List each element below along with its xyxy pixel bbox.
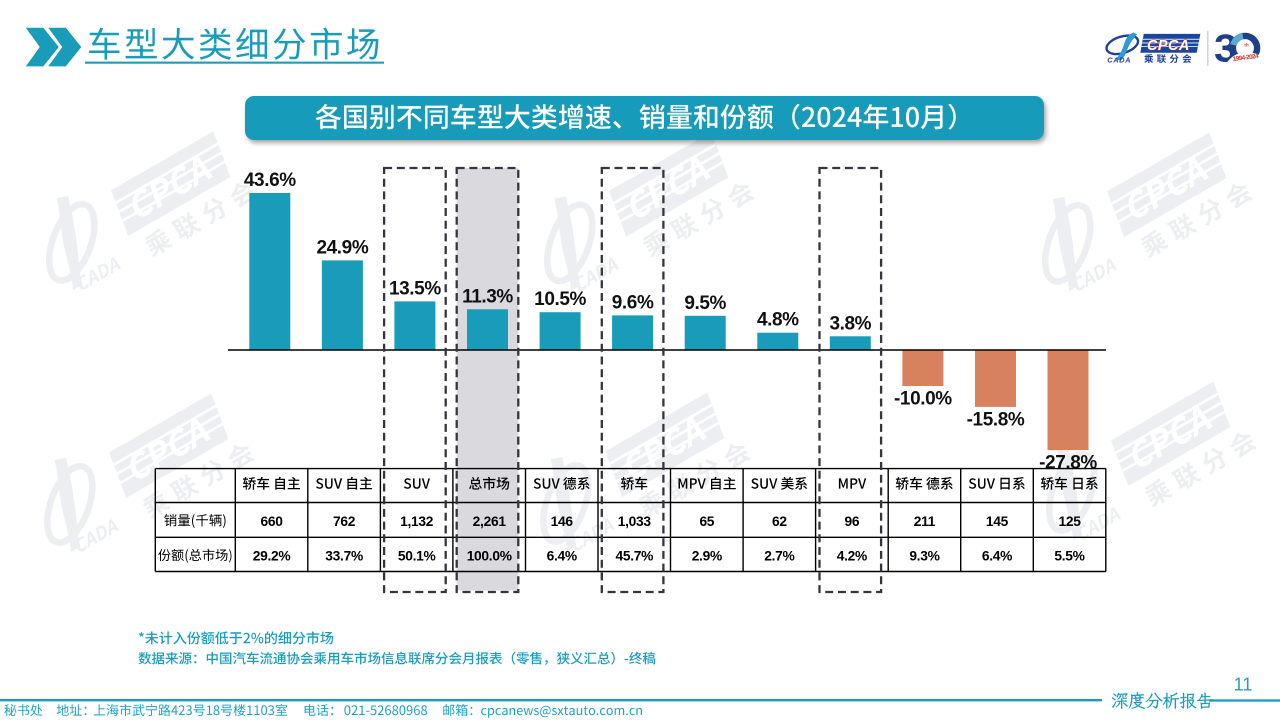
svg-text:50.1%: 50.1% xyxy=(398,548,436,563)
svg-text:96: 96 xyxy=(845,514,860,529)
svg-text:146: 146 xyxy=(551,514,574,529)
svg-text:11.3%: 11.3% xyxy=(462,286,513,307)
svg-text:43.6%: 43.6% xyxy=(244,170,296,191)
svg-text:4.2%: 4.2% xyxy=(837,548,867,563)
svg-text:-15.8%: -15.8% xyxy=(967,409,1025,430)
svg-text:9.3%: 9.3% xyxy=(909,548,939,563)
svg-text:9.5%: 9.5% xyxy=(684,293,726,314)
svg-text:2.7%: 2.7% xyxy=(764,548,794,563)
svg-text:660: 660 xyxy=(261,514,284,529)
svg-text:CPCA: CPCA xyxy=(1147,38,1190,54)
svg-text:45.7%: 45.7% xyxy=(615,548,653,563)
svg-text:33.7%: 33.7% xyxy=(325,548,363,563)
svg-text:2,261: 2,261 xyxy=(473,514,507,529)
svg-text:6.4%: 6.4% xyxy=(982,548,1012,563)
svg-text:th: th xyxy=(1244,43,1249,48)
svg-text:1,132: 1,132 xyxy=(400,514,434,529)
svg-text:100.0%: 100.0% xyxy=(467,548,512,563)
svg-text:6.4%: 6.4% xyxy=(547,548,577,563)
svg-text:CADA: CADA xyxy=(1107,55,1131,64)
svg-text:-27.8%: -27.8% xyxy=(1039,453,1097,474)
svg-text:4.8%: 4.8% xyxy=(757,310,799,331)
svg-text:-10.0%: -10.0% xyxy=(894,389,952,410)
svg-text:125: 125 xyxy=(1058,514,1081,529)
svg-text:3.8%: 3.8% xyxy=(829,313,871,334)
svg-text:10.5%: 10.5% xyxy=(534,289,586,310)
svg-text:762: 762 xyxy=(333,514,356,529)
svg-text:9.6%: 9.6% xyxy=(612,292,654,313)
svg-text:11: 11 xyxy=(1234,675,1253,695)
svg-text:29.2%: 29.2% xyxy=(253,548,291,563)
svg-text:1994-2024: 1994-2024 xyxy=(1232,53,1259,63)
svg-text:62: 62 xyxy=(772,514,787,529)
svg-text:145: 145 xyxy=(986,514,1009,529)
svg-text:13.5%: 13.5% xyxy=(389,278,441,299)
svg-text:1,033: 1,033 xyxy=(618,514,652,529)
svg-text:24.9%: 24.9% xyxy=(316,237,368,258)
svg-text:5.5%: 5.5% xyxy=(1054,548,1084,563)
svg-text:65: 65 xyxy=(699,514,714,529)
svg-text:211: 211 xyxy=(914,514,936,529)
svg-text:2.9%: 2.9% xyxy=(692,548,722,563)
